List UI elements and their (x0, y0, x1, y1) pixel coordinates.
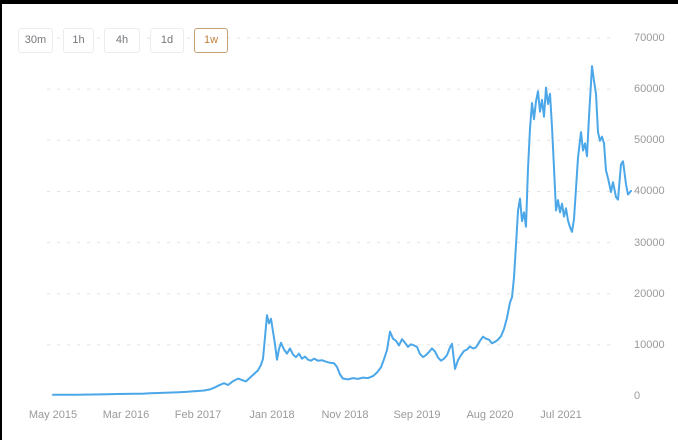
timeframe-button-1d[interactable]: 1d (150, 28, 184, 53)
timeframe-button-4h[interactable]: 4h (104, 28, 140, 53)
y-axis-tick-0: 0 (634, 390, 641, 402)
y-axis-tick-20000: 20000 (634, 288, 665, 300)
x-axis-tick: Sep 2019 (393, 409, 441, 421)
timeframe-button-1w[interactable]: 1w (194, 28, 228, 53)
x-axis-tick: Aug 2020 (466, 409, 514, 421)
x-axis-tick: May 2015 (28, 409, 78, 421)
x-axis-tick: Jan 2018 (249, 409, 295, 421)
price-line-series (52, 65, 632, 396)
x-axis-tick: Jul 2021 (540, 409, 582, 421)
y-axis-tick-50000: 50000 (634, 134, 665, 146)
y-axis-tick-30000: 30000 (634, 237, 665, 249)
y-axis-tick-70000: 70000 (634, 32, 665, 44)
timeframe-button-30m[interactable]: 30m (18, 28, 53, 53)
window-left-edge (0, 0, 2, 440)
x-axis-tick: Feb 2017 (174, 409, 222, 421)
window-top-edge (0, 0, 678, 4)
x-axis-tick: Mar 2016 (102, 409, 150, 421)
y-axis-tick-40000: 40000 (634, 185, 665, 197)
y-axis-tick-10000: 10000 (634, 339, 665, 351)
y-axis-tick-60000: 60000 (634, 83, 665, 95)
timeframe-button-1h[interactable]: 1h (63, 28, 94, 53)
timeframe-toolbar: 30m 1h 4h 1d 1w (18, 28, 228, 53)
x-axis-tick: Nov 2018 (321, 409, 369, 421)
